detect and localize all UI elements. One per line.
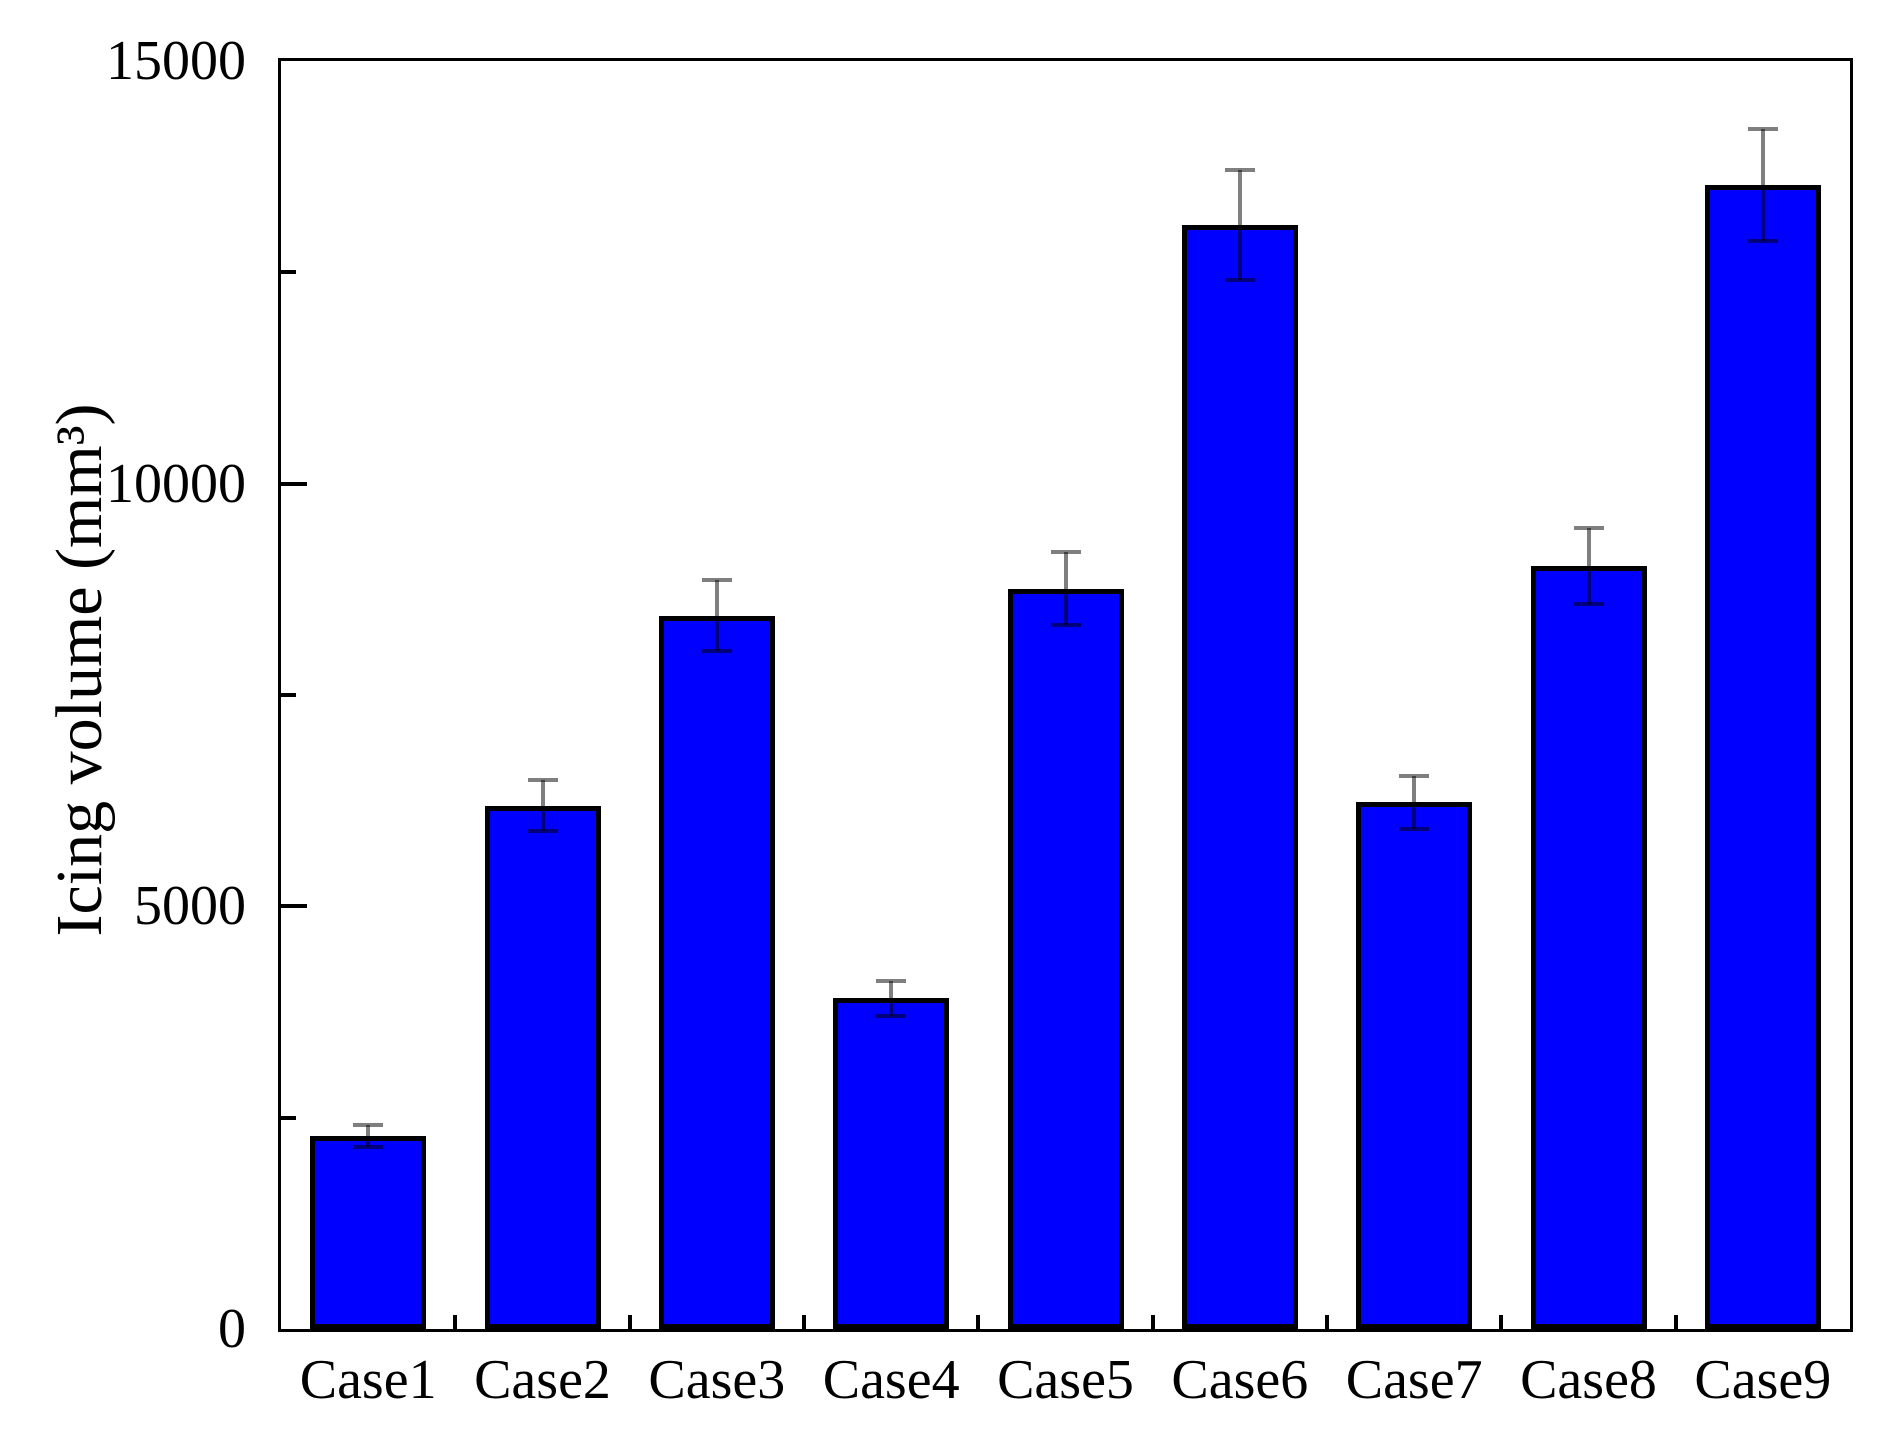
y-tick-label: 15000	[106, 30, 246, 92]
error-bar-stem	[1586, 527, 1591, 604]
bar-case1	[310, 1136, 427, 1329]
y-minor-tick	[281, 693, 296, 697]
error-bar-top-cap	[701, 578, 732, 583]
error-bar-top-cap	[876, 978, 907, 983]
bar-case4	[833, 998, 950, 1329]
error-bar-bottom-cap	[1747, 239, 1778, 244]
error-bar-top-cap	[353, 1123, 384, 1128]
error-bar-stem	[1412, 776, 1417, 829]
x-boundary-tick	[453, 1315, 458, 1329]
x-tick-label: Case5	[997, 1349, 1134, 1411]
plot-area	[278, 58, 1853, 1332]
bar-case5	[1007, 588, 1124, 1329]
x-boundary-tick	[1150, 1315, 1155, 1329]
y-minor-tick	[281, 1115, 296, 1120]
bar-case8	[1530, 565, 1647, 1329]
x-boundary-tick	[1325, 1315, 1329, 1329]
bar-case7	[1356, 802, 1473, 1329]
y-tick-label: 5000	[134, 875, 246, 938]
x-boundary-tick	[802, 1315, 806, 1329]
x-boundary-tick	[976, 1315, 981, 1329]
error-bar-top-cap	[1050, 549, 1081, 554]
bar-case3	[658, 615, 775, 1329]
error-bar-bottom-cap	[1050, 623, 1081, 628]
error-bar-top-cap	[1573, 525, 1604, 530]
y-tick-label: 10000	[106, 452, 246, 515]
error-bar-bottom-cap	[701, 649, 732, 654]
error-bar-stem	[714, 580, 719, 652]
y-minor-tick	[281, 270, 296, 275]
error-bar-stem	[1063, 551, 1068, 626]
error-bar-stem	[540, 780, 545, 832]
x-tick-label: Case2	[474, 1349, 611, 1411]
x-tick-label: Case9	[1694, 1349, 1832, 1411]
bar-case6	[1181, 225, 1298, 1329]
error-bar-top-cap	[1399, 774, 1430, 779]
error-bar-top-cap	[1747, 127, 1778, 132]
error-bar-bottom-cap	[353, 1145, 384, 1150]
error-bar-bottom-cap	[1224, 277, 1255, 282]
error-bar-stem	[1237, 170, 1242, 280]
x-tick-label: Case6	[1171, 1349, 1309, 1411]
x-boundary-tick	[1673, 1315, 1678, 1329]
error-bar-bottom-cap	[1573, 601, 1604, 606]
x-tick-label: Case1	[299, 1349, 437, 1411]
error-bar-top-cap	[1224, 168, 1255, 173]
y-major-tick	[281, 481, 307, 486]
error-bar-bottom-cap	[1399, 826, 1430, 831]
bar-case9	[1704, 185, 1821, 1329]
error-bar-stem	[889, 980, 894, 1017]
y-major-tick	[281, 904, 307, 909]
error-bar-bottom-cap	[876, 1014, 907, 1019]
x-tick-label: Case4	[822, 1349, 960, 1411]
error-bar-stem	[1760, 129, 1765, 242]
x-boundary-tick	[627, 1315, 632, 1329]
x-tick-label: Case3	[648, 1349, 786, 1411]
x-tick-label: Case8	[1520, 1349, 1657, 1411]
error-bar-stem	[366, 1125, 371, 1148]
x-tick-label: Case7	[1345, 1349, 1483, 1411]
error-bar-bottom-cap	[527, 829, 558, 834]
y-tick-label: 0	[218, 1298, 246, 1360]
bar-case2	[484, 805, 601, 1329]
error-bar-top-cap	[527, 778, 558, 783]
x-boundary-tick	[1499, 1315, 1504, 1329]
